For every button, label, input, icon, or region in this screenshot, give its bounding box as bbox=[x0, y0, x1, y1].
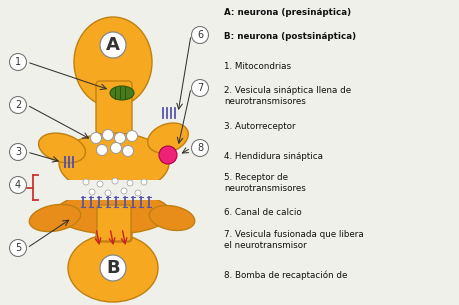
Text: 5. Receptor de
neurotransmisores: 5. Receptor de neurotransmisores bbox=[224, 173, 305, 193]
Circle shape bbox=[126, 131, 137, 142]
FancyBboxPatch shape bbox=[50, 180, 184, 200]
Circle shape bbox=[96, 145, 107, 156]
Text: 3: 3 bbox=[15, 147, 21, 157]
Circle shape bbox=[134, 190, 141, 196]
Text: 8: 8 bbox=[196, 143, 202, 153]
Circle shape bbox=[10, 96, 27, 113]
Text: 4: 4 bbox=[15, 180, 21, 190]
Text: 3. Autorreceptor: 3. Autorreceptor bbox=[224, 122, 295, 131]
Circle shape bbox=[159, 146, 177, 164]
Circle shape bbox=[10, 177, 27, 193]
Circle shape bbox=[112, 178, 118, 184]
Text: 1: 1 bbox=[15, 57, 21, 67]
Text: 1. Mitocondrias: 1. Mitocondrias bbox=[224, 62, 291, 71]
Ellipse shape bbox=[68, 234, 157, 302]
Circle shape bbox=[97, 181, 103, 187]
Circle shape bbox=[105, 190, 111, 196]
Circle shape bbox=[121, 188, 127, 194]
FancyBboxPatch shape bbox=[96, 81, 132, 134]
Circle shape bbox=[10, 143, 27, 160]
FancyBboxPatch shape bbox=[96, 196, 132, 242]
Circle shape bbox=[83, 179, 89, 185]
Text: 7: 7 bbox=[196, 83, 203, 93]
Circle shape bbox=[102, 130, 113, 141]
Circle shape bbox=[100, 32, 126, 58]
Text: 2: 2 bbox=[15, 100, 21, 110]
Circle shape bbox=[141, 179, 147, 185]
Circle shape bbox=[191, 80, 208, 96]
Circle shape bbox=[10, 239, 27, 257]
Circle shape bbox=[122, 145, 133, 156]
Circle shape bbox=[110, 142, 121, 153]
Text: B: B bbox=[106, 259, 119, 277]
Text: B: neurona (postsináptica): B: neurona (postsináptica) bbox=[224, 32, 355, 41]
Ellipse shape bbox=[56, 192, 170, 234]
FancyBboxPatch shape bbox=[97, 205, 131, 241]
Ellipse shape bbox=[39, 133, 85, 163]
Text: 4. Hendidura sináptica: 4. Hendidura sináptica bbox=[224, 152, 322, 161]
Circle shape bbox=[191, 27, 208, 44]
Text: 8. Bomba de recaptación de: 8. Bomba de recaptación de bbox=[224, 270, 347, 279]
Circle shape bbox=[90, 132, 101, 143]
Text: 7. Vesicula fusionada que libera
el neurotransmisor: 7. Vesicula fusionada que libera el neur… bbox=[224, 230, 363, 250]
Text: 2. Vesicula sináptica llena de
neurotransmisores: 2. Vesicula sináptica llena de neurotran… bbox=[224, 86, 350, 106]
Circle shape bbox=[10, 53, 27, 70]
Text: 5: 5 bbox=[15, 243, 21, 253]
Circle shape bbox=[114, 132, 125, 143]
Ellipse shape bbox=[147, 123, 188, 153]
Ellipse shape bbox=[149, 206, 194, 231]
Ellipse shape bbox=[110, 86, 134, 100]
Text: 6: 6 bbox=[196, 30, 202, 40]
Circle shape bbox=[89, 189, 95, 195]
Text: A: A bbox=[106, 36, 120, 54]
Ellipse shape bbox=[59, 133, 168, 193]
Text: 6. Canal de calcio: 6. Canal de calcio bbox=[224, 208, 301, 217]
Ellipse shape bbox=[29, 204, 80, 231]
Circle shape bbox=[127, 180, 133, 186]
Circle shape bbox=[191, 139, 208, 156]
Text: A: neurona (presináptica): A: neurona (presináptica) bbox=[224, 8, 350, 17]
Circle shape bbox=[100, 255, 126, 281]
Ellipse shape bbox=[74, 17, 151, 107]
